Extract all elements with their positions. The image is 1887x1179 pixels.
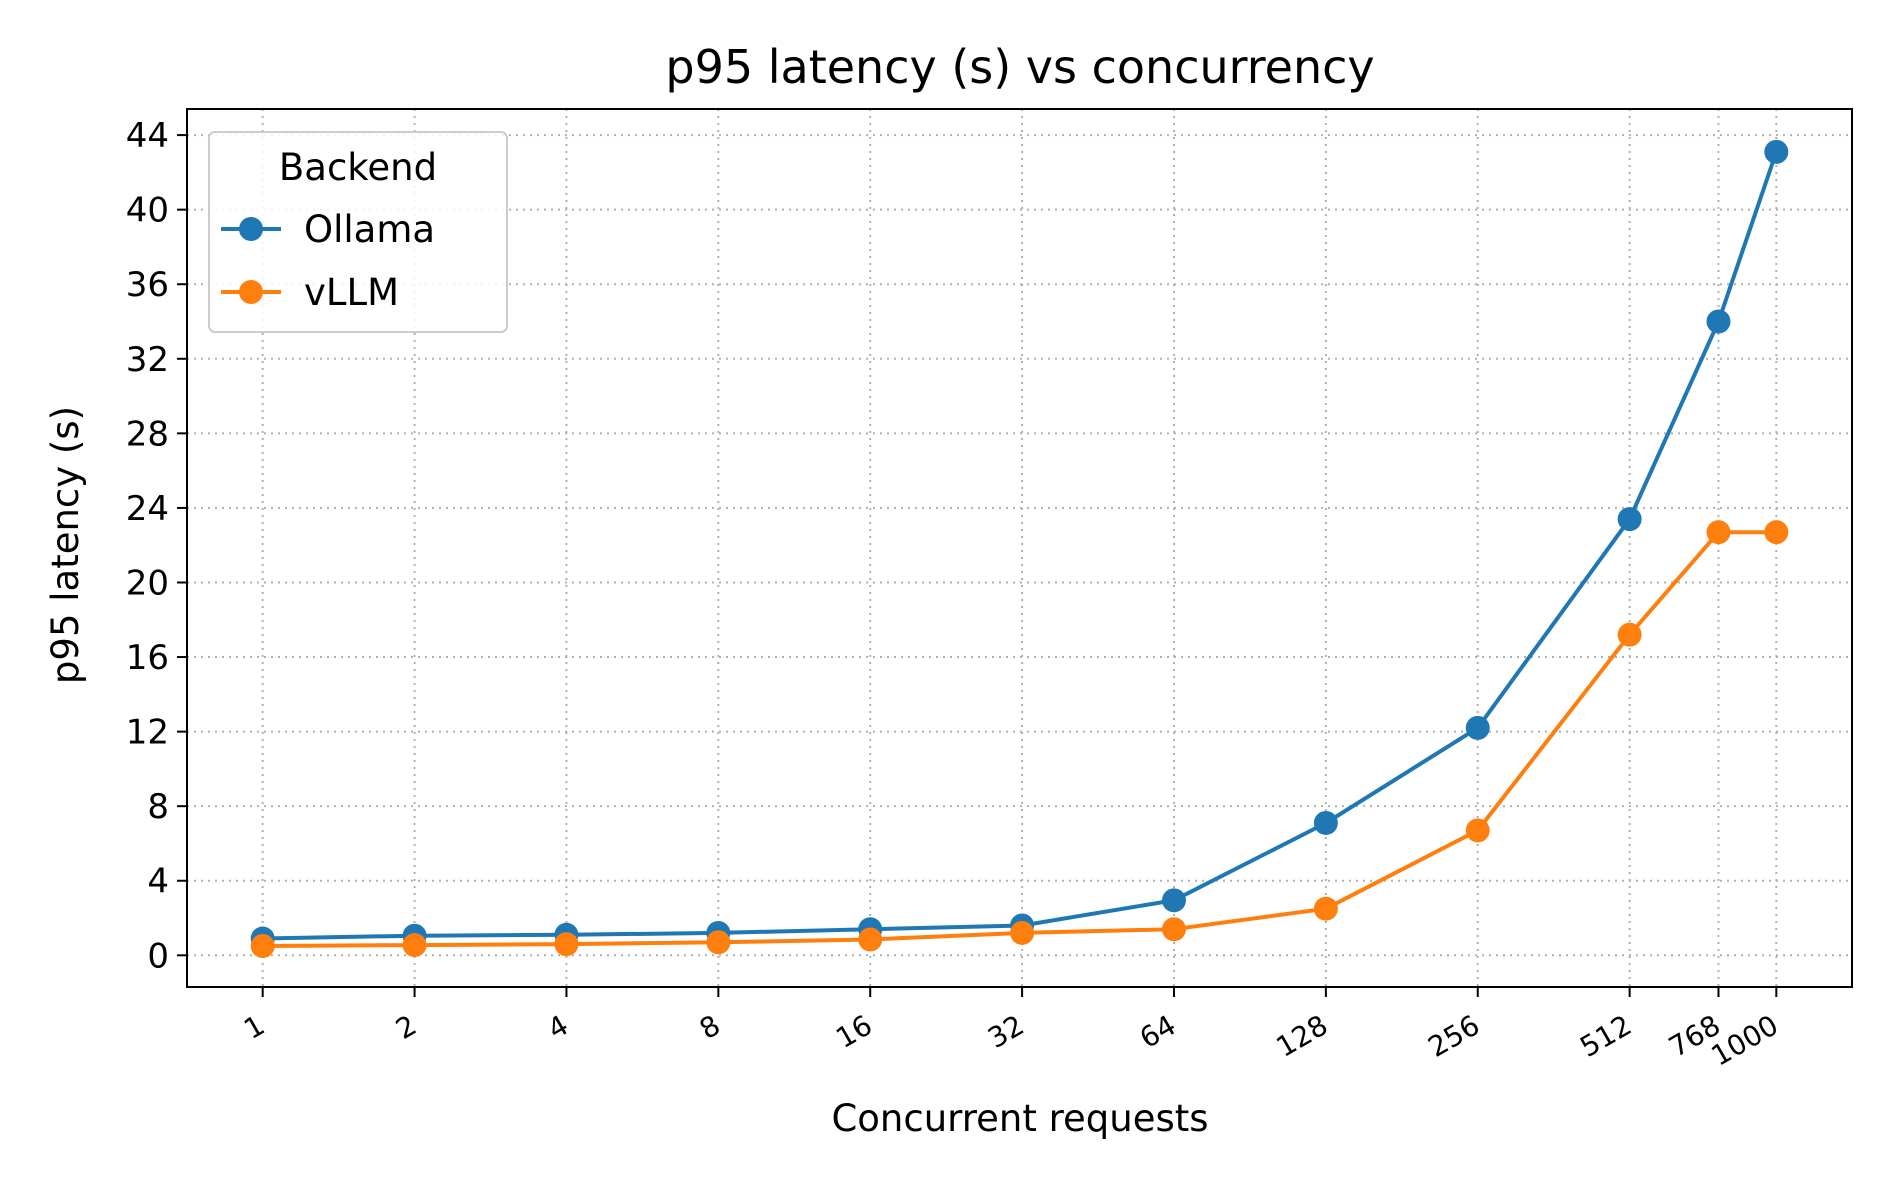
data-point-ollama	[1617, 507, 1642, 532]
data-point-vllm	[858, 927, 883, 952]
data-point-vllm	[1010, 920, 1035, 945]
y-tick-label: 0	[147, 936, 169, 976]
y-tick-label: 16	[126, 638, 169, 678]
y-axis-label: p95 latency (s)	[44, 406, 87, 684]
data-point-vllm	[1161, 917, 1186, 942]
series-layer	[250, 139, 1789, 958]
series-line-ollama	[262, 151, 1779, 941]
data-point-vllm	[1617, 622, 1642, 647]
x-axis-label: Concurrent requests	[831, 1097, 1208, 1140]
legend-marker-ollama	[239, 217, 263, 241]
data-point-ollama	[1764, 139, 1789, 164]
y-tick-label: 36	[126, 265, 169, 305]
y-tick-label: 28	[126, 414, 169, 454]
legend-entries: Ollama vLLM	[221, 208, 435, 314]
data-point-ollama	[1313, 810, 1338, 835]
y-tick-label: 40	[126, 191, 169, 231]
data-point-vllm	[1706, 520, 1731, 545]
chart-title: p95 latency (s) vs concurrency	[665, 40, 1374, 94]
y-tick-label: 8	[147, 787, 169, 827]
series-line-vllm	[262, 530, 1777, 948]
legend-title: Backend	[279, 146, 437, 189]
y-tick-label: 32	[126, 340, 169, 380]
legend-marker-vllm	[239, 280, 263, 304]
data-point-vllm	[1764, 520, 1789, 545]
data-point-vllm	[1465, 818, 1490, 843]
y-tick-label: 44	[126, 116, 169, 156]
y-tick-label: 20	[126, 563, 169, 603]
data-point-ollama	[1161, 888, 1186, 913]
legend-label-ollama: Ollama	[304, 208, 435, 251]
y-tick-label: 24	[126, 489, 169, 529]
data-point-vllm	[250, 933, 275, 958]
legend: Backend Ollama vLLM	[208, 131, 508, 333]
data-point-vllm	[706, 930, 731, 955]
legend-label-vllm: vLLM	[304, 271, 399, 314]
y-tick-label: 4	[147, 862, 169, 902]
y-tick-label: 12	[126, 713, 169, 753]
data-point-vllm	[402, 933, 427, 958]
legend-box	[208, 131, 508, 333]
data-point-ollama	[1465, 715, 1490, 740]
data-point-vllm	[1313, 896, 1338, 921]
plot-frame	[186, 108, 1853, 988]
data-point-ollama	[1706, 309, 1731, 334]
data-point-vllm	[554, 932, 579, 957]
grid-layer	[187, 109, 1852, 987]
